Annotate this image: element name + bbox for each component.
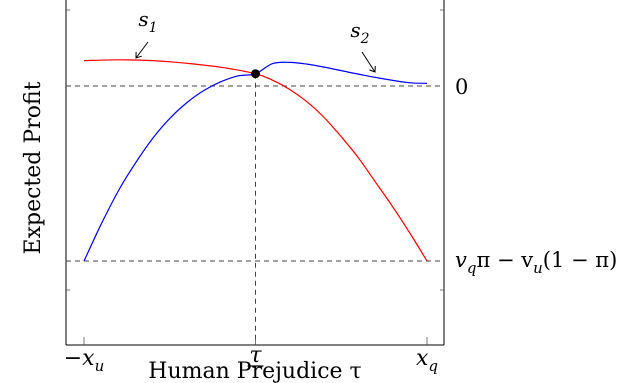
reference-label: 0 (455, 75, 468, 99)
intersection-point (251, 69, 260, 79)
series-annotation: s2 (350, 18, 369, 47)
reference-label: vqπ − vu(1 − π) (455, 248, 617, 277)
labels: 0 vqπ − vu(1 − π) Human Prejudice τ Expecte… (21, 7, 617, 383)
series-annotation: s1 (138, 7, 157, 36)
annotation-arrowhead (135, 51, 142, 59)
annotation-arrow (135, 41, 149, 59)
annotation-arrowhead (369, 65, 376, 73)
x-axis-label: Human Prejudice τ (148, 359, 361, 383)
series-layer (83, 59, 428, 262)
y-axis-label: Expected Profit (21, 81, 46, 254)
x-tick-label: −xu (64, 346, 105, 375)
x-tick-label: xq (416, 346, 438, 375)
reference-lines (66, 73, 444, 345)
series-line-s1 (83, 59, 428, 262)
x-ticks: −xu τ xq (64, 337, 438, 375)
annotation-arrow (361, 51, 376, 73)
x-tick-label: τ (249, 343, 262, 368)
